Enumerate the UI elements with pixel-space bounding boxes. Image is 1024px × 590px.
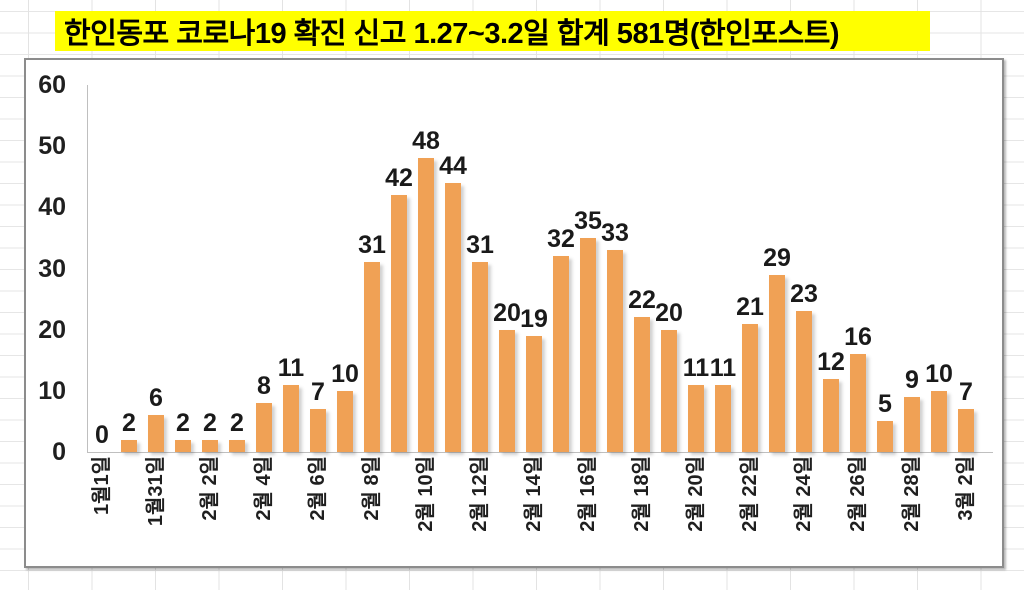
x-axis-tick-label: 2월 6일 xyxy=(307,456,329,521)
y-axis-tick-label: 0 xyxy=(52,438,66,466)
bar-value-label: 33 xyxy=(601,219,629,247)
bar-value-label: 10 xyxy=(925,360,953,388)
bar[interactable] xyxy=(121,440,137,452)
bar[interactable] xyxy=(283,385,299,452)
bar-value-label: 29 xyxy=(763,244,791,272)
bar[interactable] xyxy=(769,275,785,452)
x-axis-tick-label: 2월 28일 xyxy=(901,456,923,532)
bar-value-label: 20 xyxy=(655,299,683,327)
x-axis-tick-label: 2월 24일 xyxy=(793,456,815,532)
bar[interactable] xyxy=(580,238,596,452)
bar[interactable] xyxy=(229,440,245,452)
x-axis-tick-label: 2월 20일 xyxy=(685,456,707,532)
bar-value-label: 5 xyxy=(878,390,892,418)
bar[interactable] xyxy=(796,311,812,452)
bar-value-label: 31 xyxy=(466,231,494,259)
x-axis-line xyxy=(87,452,993,453)
bar-value-label: 9 xyxy=(905,366,919,394)
bar[interactable] xyxy=(823,379,839,452)
bar-value-label: 31 xyxy=(358,231,386,259)
bar[interactable] xyxy=(931,391,947,452)
bar[interactable] xyxy=(418,158,434,452)
bar-value-label: 48 xyxy=(412,127,440,155)
bar[interactable] xyxy=(337,391,353,452)
bar[interactable] xyxy=(607,250,623,452)
bar[interactable] xyxy=(256,403,272,452)
bar-value-label: 16 xyxy=(844,323,872,351)
y-axis-tick-label: 10 xyxy=(38,376,66,405)
bar-value-label: 11 xyxy=(709,354,737,382)
bar-value-label: 35 xyxy=(574,207,602,235)
bar-value-label: 7 xyxy=(959,378,973,406)
bar[interactable] xyxy=(553,256,569,452)
x-axis-tick-label: 3월 2일 xyxy=(955,456,977,521)
bar[interactable] xyxy=(742,324,758,452)
bar-value-label: 21 xyxy=(736,293,764,321)
x-axis-tick-label: 2월 8일 xyxy=(361,456,383,521)
y-axis-tick-label: 30 xyxy=(38,254,66,283)
bar-value-label: 8 xyxy=(257,372,271,400)
x-axis-tick-label: 2월 12일 xyxy=(469,456,491,532)
bar[interactable] xyxy=(202,440,218,452)
bar-value-label: 6 xyxy=(149,384,163,412)
bar[interactable] xyxy=(472,262,488,452)
bar[interactable] xyxy=(661,330,677,452)
bar-value-label: 7 xyxy=(311,378,325,406)
bar[interactable] xyxy=(715,385,731,452)
bar-value-label: 11 xyxy=(682,354,710,382)
bar-value-label: 10 xyxy=(331,360,359,388)
chart-title-banner[interactable]: 한인동포 코로나19 확진 신고 1.27~3.2일 합계 581명(한인포스트… xyxy=(55,11,930,51)
bar-value-label: 19 xyxy=(520,305,548,333)
y-axis-tick-label: 60 xyxy=(38,71,66,99)
y-axis-tick-label: 20 xyxy=(38,315,66,344)
bar[interactable] xyxy=(175,440,191,452)
x-axis-tick-label: 2월 14일 xyxy=(523,456,545,532)
bar-value-label: 2 xyxy=(203,409,217,437)
bar[interactable] xyxy=(391,195,407,452)
x-axis-tick-label: 2월 26일 xyxy=(847,456,869,532)
chart-area[interactable]: 0 10 20 30 40 50 60 0 2 6 2 2 2 8 11 7 10 31 42 48 44 31 20 19 3… xyxy=(24,58,1004,568)
bar[interactable] xyxy=(958,409,974,452)
x-axis-tick-label: 2월 4일 xyxy=(253,456,275,521)
x-axis-tick-label: 2월 22일 xyxy=(739,456,761,532)
x-axis-tick-label: 2월 18일 xyxy=(631,456,653,532)
bar[interactable] xyxy=(310,409,326,452)
bar[interactable] xyxy=(499,330,515,452)
bar[interactable] xyxy=(148,415,164,452)
bar-value-label: 20 xyxy=(493,299,521,327)
bar-value-label: 0 xyxy=(95,421,109,449)
bar-value-label: 32 xyxy=(547,225,575,253)
y-axis-line xyxy=(87,85,88,453)
bar[interactable] xyxy=(688,385,704,452)
bar-value-label: 12 xyxy=(817,348,845,376)
bar[interactable] xyxy=(850,354,866,452)
bar-value-label: 11 xyxy=(277,354,305,382)
bar[interactable] xyxy=(904,397,920,452)
bar-value-label: 2 xyxy=(230,409,244,437)
bar[interactable] xyxy=(634,317,650,452)
plot-area: 0 10 20 30 40 50 60 0 2 6 2 2 2 8 11 7 10 31 42 48 44 31 20 19 3… xyxy=(26,60,1002,566)
x-axis-tick-label: 1월1일 xyxy=(91,456,113,516)
bar[interactable] xyxy=(526,336,542,452)
bar-value-label: 22 xyxy=(628,286,656,314)
x-axis-tick-label: 2월 16일 xyxy=(577,456,599,532)
bar[interactable] xyxy=(877,421,893,452)
x-axis-tick-label: 1월31일 xyxy=(145,456,167,527)
y-axis-tick-label: 40 xyxy=(38,193,66,222)
bar[interactable] xyxy=(445,183,461,452)
bar-value-label: 2 xyxy=(176,409,190,437)
bar[interactable] xyxy=(364,262,380,452)
bar-value-label: 23 xyxy=(790,280,818,308)
bar-value-label: 44 xyxy=(439,152,467,180)
x-axis-tick-label: 2월 2일 xyxy=(199,456,221,521)
bar-value-label: 42 xyxy=(385,164,413,192)
y-axis-tick-label: 50 xyxy=(38,132,66,161)
x-axis-tick-label: 2월 10일 xyxy=(415,456,437,532)
page-title: 한인동포 코로나19 확진 신고 1.27~3.2일 합계 581명(한인포스트… xyxy=(64,18,840,50)
bar-value-label: 2 xyxy=(122,409,136,437)
